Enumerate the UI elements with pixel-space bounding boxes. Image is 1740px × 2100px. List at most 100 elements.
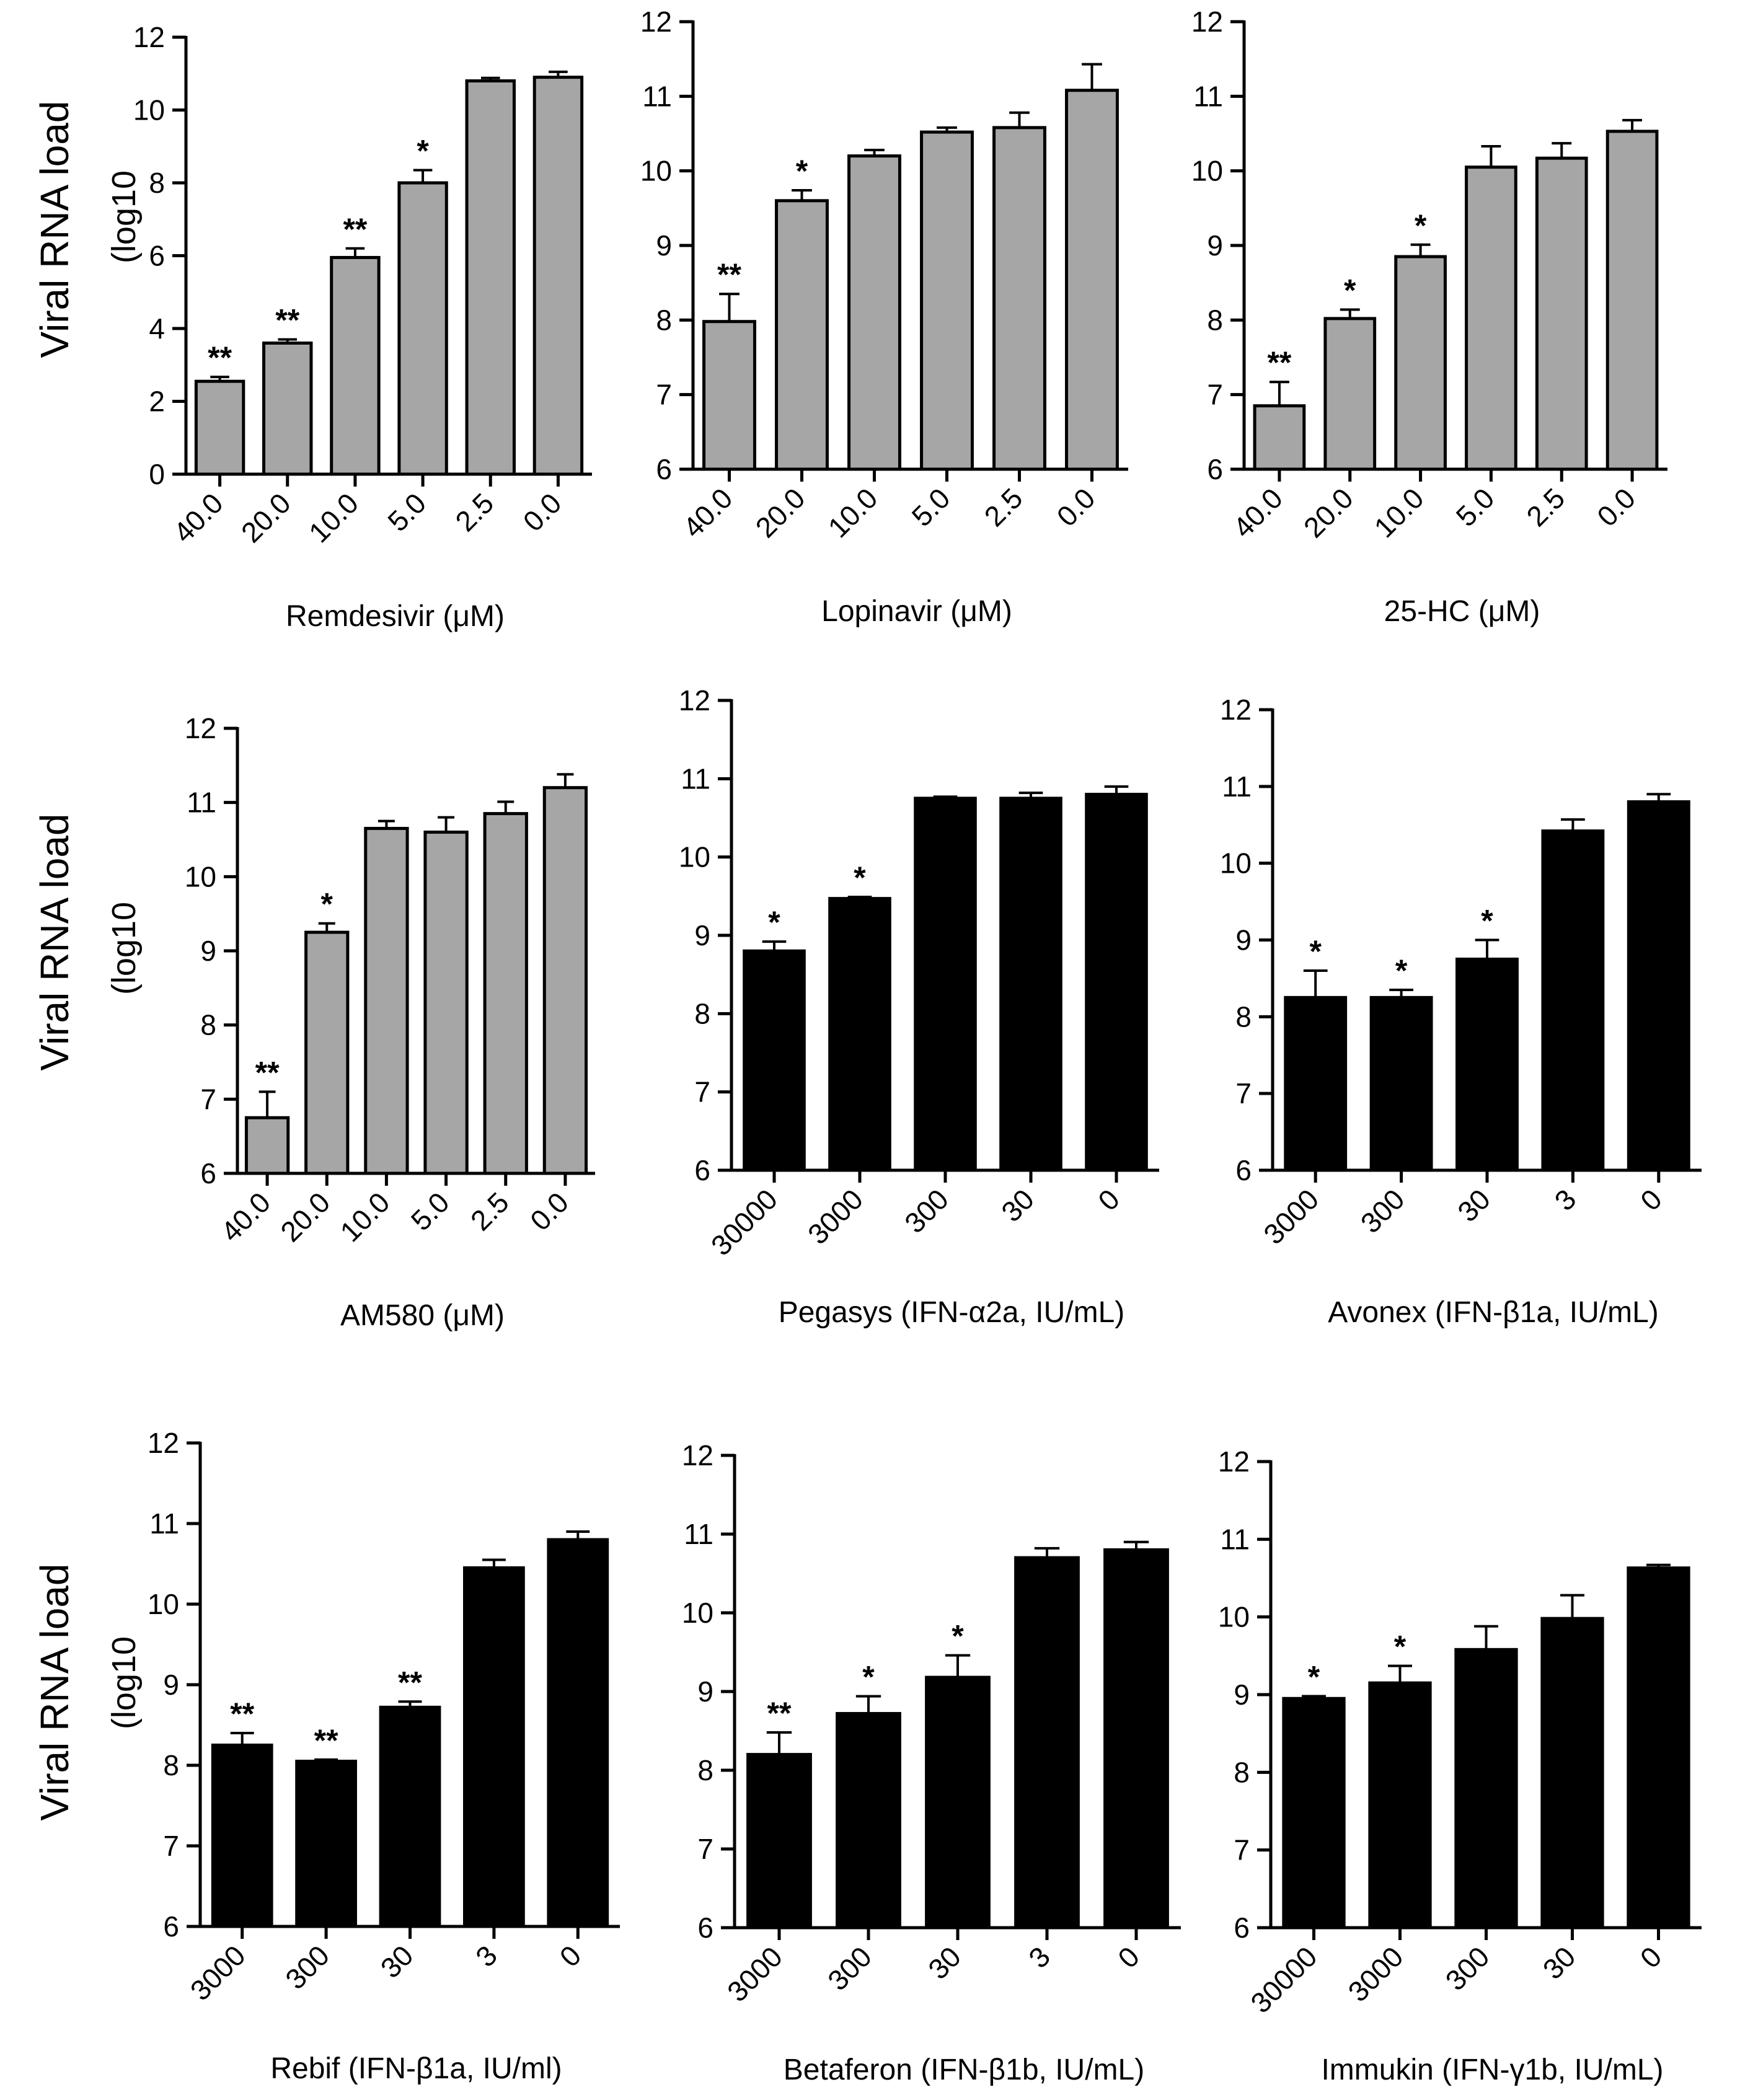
y-tick-label: 10 [679, 841, 710, 873]
significance-label: * [1481, 904, 1493, 938]
bar [746, 1753, 812, 1930]
significance-label: ** [717, 257, 741, 292]
y-tick-label: 6 [1207, 453, 1223, 485]
y-tick-label: 12 [133, 21, 165, 53]
x-tick-label: 20.0 [749, 482, 811, 544]
x-axis-title: AM580 (μM) [340, 1299, 505, 1332]
x-tick-label: 2.5 [978, 482, 1029, 532]
bar [702, 320, 756, 471]
x-axis-title: Lopinavir (μM) [821, 595, 1012, 628]
x-tick-label: 5.0 [906, 482, 956, 532]
y-tick-label: 7 [1235, 1077, 1252, 1110]
significance-label: ** [314, 1723, 338, 1758]
x-tick-label: 0.0 [524, 1186, 575, 1237]
y-tick-label: 2 [149, 386, 165, 418]
x-tick-label: 0 [554, 1939, 588, 1973]
bar [1455, 957, 1519, 1172]
y-tick-label: 8 [697, 1754, 713, 1786]
significance-label: * [1309, 934, 1322, 969]
bar [1369, 995, 1433, 1172]
y-tick-label: 12 [148, 1427, 179, 1459]
bar [304, 930, 350, 1175]
bar [463, 1566, 525, 1928]
bar [1368, 1681, 1432, 1930]
x-tick-label: 30 [374, 1939, 420, 1984]
y-tick-label: 10 [133, 94, 165, 126]
y-tick-label: 7 [697, 1833, 713, 1865]
x-tick-label: 5.0 [381, 487, 432, 537]
bar [295, 1760, 357, 1928]
x-tick-label: 300 [821, 1940, 878, 1996]
x-tick-label: 3000 [184, 1939, 252, 2006]
y-tick-label: 9 [656, 229, 672, 262]
x-tick-label: 3000 [1257, 1183, 1325, 1250]
x-tick-label: 30000 [705, 1183, 784, 1261]
bar [1605, 130, 1659, 471]
y-tick-label: 7 [1207, 379, 1223, 411]
y-tick-label: 6 [1235, 1154, 1252, 1186]
bar [1065, 89, 1119, 471]
significance-label: ** [343, 212, 367, 247]
bar [836, 1712, 901, 1930]
chart-panel: 6 7 8 9 10 11 12 ** 40.0 * 20.0 * 10.0 5.0 2.5 0.0 25-HC… [1191, 6, 1667, 628]
significance-label: ** [208, 340, 232, 375]
x-tick-label: 20.0 [274, 1186, 336, 1248]
y-tick-label: 10 [682, 1597, 713, 1629]
y-tick-label: 11 [187, 787, 216, 819]
bar [999, 796, 1062, 1172]
y-tick-label: 0 [149, 458, 165, 490]
bar [1394, 255, 1447, 471]
x-tick-label: 2.5 [449, 487, 500, 537]
x-tick-label: 0 [1092, 1183, 1126, 1217]
x-tick-label: 30 [1451, 1183, 1496, 1228]
y-tick-label: 9 [1234, 1679, 1250, 1711]
bar [1627, 1566, 1690, 1930]
x-tick-label: 300 [279, 1939, 335, 1995]
y-tick-label: 8 [1235, 1000, 1252, 1033]
y-tick-label: 9 [1235, 924, 1252, 956]
significance-label: * [417, 133, 429, 168]
y-tick-label: 8 [163, 1749, 179, 1781]
x-tick-label: 40.0 [214, 1186, 276, 1248]
x-tick-label: 2.5 [464, 1186, 515, 1237]
significance-label: * [1415, 208, 1427, 243]
bar [1284, 995, 1348, 1172]
bar [1282, 1696, 1346, 1930]
bar [379, 1705, 441, 1928]
x-axis-title: Rebif (IFN-β1a, IU/ml) [270, 2052, 562, 2085]
y-tick-label: 6 [694, 1154, 710, 1186]
y-tick-label: 10 [640, 155, 672, 187]
y-tick-label: 8 [200, 1009, 216, 1041]
bar [397, 181, 448, 476]
x-tick-label: 30 [995, 1183, 1040, 1228]
significance-label: * [1394, 1630, 1407, 1664]
y-tick-label: 9 [200, 935, 216, 967]
y-tick-label: 7 [163, 1830, 179, 1862]
y-tick-label: 12 [679, 684, 710, 717]
x-tick-label: 0 [1634, 1940, 1668, 1974]
bar [920, 130, 974, 471]
y-tick-label: 8 [1234, 1756, 1250, 1788]
bar [1535, 156, 1588, 471]
x-tick-label: 10.0 [1368, 482, 1430, 544]
x-tick-label: 3 [1022, 1940, 1056, 1974]
bar [925, 1675, 991, 1930]
bar [1253, 404, 1306, 471]
bar [828, 897, 891, 1172]
x-tick-label: 2.5 [1520, 482, 1571, 532]
y-tick-label: 6 [1234, 1912, 1250, 1944]
bar [1627, 800, 1690, 1172]
chart-panel: 0 2 4 6 8 10 12 ** 40.0 ** 20.0 ** 10.0 * 5.0 2.5 0.0 Rem… [133, 21, 592, 633]
significance-label: * [862, 1660, 875, 1695]
y-tick-label: 12 [1218, 1445, 1250, 1478]
y-tick-label: 6 [656, 453, 672, 485]
x-tick-label: 40.0 [167, 487, 229, 549]
bar [211, 1744, 273, 1928]
significance-label: * [796, 154, 808, 188]
x-tick-label: 3000 [721, 1940, 788, 2008]
bar [423, 831, 469, 1175]
x-axis-title: Immukin (IFN-γ1b, IU/mL) [1321, 2054, 1663, 2086]
